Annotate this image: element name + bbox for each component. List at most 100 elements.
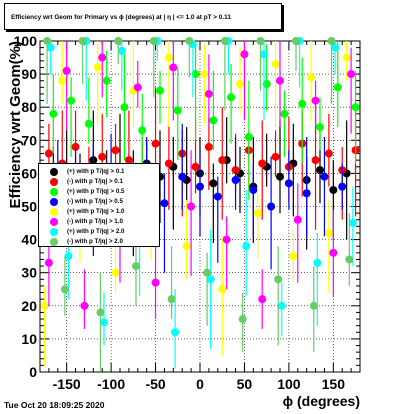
chart-title: Efficiency wrt Geom for Primary vs ϕ (de…	[11, 14, 231, 21]
data-point	[302, 189, 311, 198]
data-point	[43, 37, 52, 45]
legend-entry: (-) with p T/|q| > 0.5	[39, 197, 159, 207]
data-point	[132, 262, 140, 271]
data-point	[80, 301, 89, 310]
y-tick-label: 0	[29, 364, 37, 380]
data-point	[160, 199, 169, 208]
data-point	[98, 53, 107, 62]
data-point	[324, 149, 333, 158]
data-point	[178, 172, 187, 181]
data-point	[277, 301, 286, 310]
data-point	[100, 318, 108, 327]
data-point	[96, 308, 105, 317]
data-point	[284, 179, 293, 188]
data-point	[298, 99, 307, 108]
data-point	[338, 182, 347, 191]
data-point	[200, 70, 209, 79]
data-point	[151, 139, 160, 148]
data-point	[98, 152, 107, 161]
data-point	[191, 70, 200, 79]
data-point	[167, 295, 176, 304]
x-tick-label: 0	[196, 376, 204, 392]
legend-marker	[50, 238, 58, 246]
data-point	[313, 258, 322, 267]
data-point	[114, 37, 123, 45]
data-point	[203, 268, 212, 277]
x-tick-label: -100	[97, 376, 125, 392]
data-point	[231, 176, 240, 185]
data-point	[67, 96, 76, 105]
data-point	[311, 96, 320, 105]
data-point	[309, 301, 318, 310]
data-point	[209, 179, 218, 188]
legend-marker	[50, 178, 58, 186]
x-tick-label: 150	[322, 376, 346, 392]
data-point	[187, 202, 196, 211]
legend-label: (-) with p T/|q| > 1.0	[67, 218, 123, 225]
data-point	[329, 185, 338, 194]
data-point	[206, 275, 215, 284]
data-point	[258, 295, 267, 304]
data-point	[220, 37, 229, 45]
y-tick-label: 10	[21, 331, 37, 347]
data-point	[324, 228, 333, 237]
data-point	[316, 123, 324, 132]
y-tick-label: 60	[21, 165, 37, 181]
data-point	[93, 63, 102, 72]
data-point	[351, 103, 360, 112]
data-point	[262, 80, 271, 89]
data-point	[209, 116, 218, 125]
legend-entry: (-) with p T/|q| > 2.0	[39, 237, 159, 247]
data-point	[120, 103, 129, 112]
data-point	[84, 119, 93, 128]
data-point	[276, 76, 284, 85]
data-point	[348, 219, 357, 228]
data-point	[253, 209, 262, 218]
data-point	[274, 275, 283, 284]
data-point	[276, 172, 284, 181]
data-point	[347, 70, 356, 79]
data-point	[102, 76, 111, 85]
x-axis-label: ϕ (degrees)	[283, 393, 360, 409]
data-point	[133, 83, 142, 92]
data-point	[280, 109, 289, 118]
x-tick-label: -150	[53, 376, 81, 392]
data-point	[271, 152, 280, 161]
data-point	[164, 159, 173, 168]
legend-marker	[50, 208, 58, 216]
data-point	[316, 166, 324, 175]
data-point	[156, 86, 164, 95]
data-point	[173, 106, 182, 115]
data-point	[218, 156, 227, 165]
data-point	[345, 255, 354, 264]
legend-entry: (-) with p T/|q| > 0.1	[39, 177, 159, 187]
data-point	[151, 278, 160, 287]
data-point	[44, 258, 53, 267]
data-point	[240, 50, 249, 59]
data-point	[238, 315, 247, 324]
legend-label: (+) with p T/|q| > 0.5	[67, 188, 125, 195]
data-point	[60, 285, 69, 294]
data-point	[49, 109, 58, 118]
data-point	[213, 192, 222, 201]
legend-entry: (+) with p T/|q| > 0.5	[39, 187, 159, 197]
data-point	[242, 242, 251, 251]
y-tick-label: 30	[21, 265, 37, 281]
y-tick-label: 20	[21, 298, 37, 314]
data-point	[204, 142, 213, 151]
x-tick-label: 100	[277, 376, 301, 392]
legend-marker	[50, 198, 58, 206]
y-tick-label: 90	[21, 66, 37, 82]
data-point	[227, 93, 236, 102]
data-point	[169, 63, 178, 72]
y-tick-label: 80	[21, 99, 37, 115]
data-point	[46, 43, 55, 52]
chart-title-box: Efficiency wrt Geom for Primary vs ϕ (de…	[4, 3, 282, 30]
legend-marker	[50, 218, 58, 226]
timestamp: Tue Oct 20 18:09:25 2020	[4, 400, 105, 410]
legend-label: (+) with p T/|q| > 2.0	[67, 228, 125, 235]
data-point	[138, 126, 147, 135]
legend-label: (+) with p T/|q| > 0.1	[67, 168, 125, 175]
data-point	[331, 43, 340, 52]
data-point	[185, 37, 194, 45]
